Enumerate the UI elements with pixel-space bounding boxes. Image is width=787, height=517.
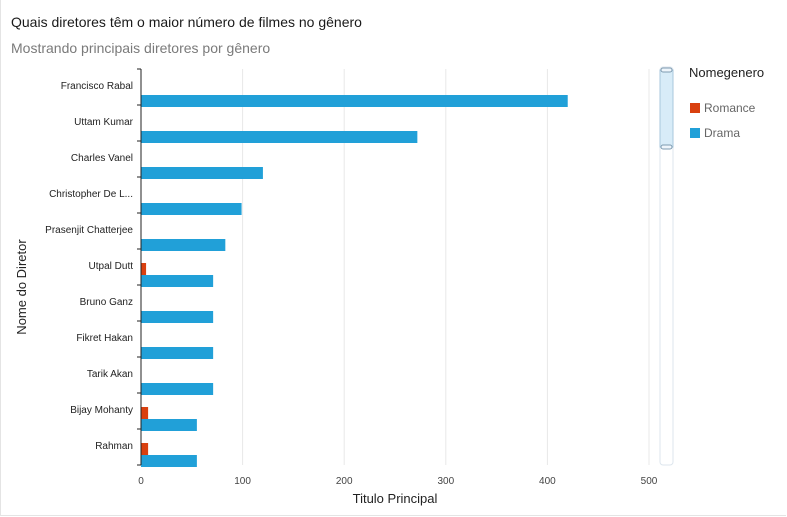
bars [141, 95, 568, 467]
bar-drama-6[interactable] [141, 311, 214, 323]
x-tick-label: 500 [641, 476, 658, 487]
bar-drama-3[interactable] [141, 203, 242, 215]
x-axis-title: Titulo Principal [353, 491, 438, 506]
bar-drama-0[interactable] [141, 95, 568, 107]
y-axis-title: Nome do Diretor [14, 239, 29, 335]
y-tick-label: Utpal Dutt [89, 261, 134, 272]
bar-romance-5[interactable] [141, 263, 147, 275]
y-tick-label: Bruno Ganz [80, 297, 133, 308]
grid-lines [242, 69, 650, 465]
scrollbar-track[interactable] [659, 66, 674, 466]
x-tick-label: 100 [234, 476, 251, 487]
bar-drama-8[interactable] [141, 383, 214, 395]
legend-label-romance: Romance [704, 101, 756, 115]
scrollbar-handle-top[interactable] [660, 67, 673, 73]
y-tick-label: Francisco Rabal [61, 81, 133, 92]
bar-drama-1[interactable] [141, 131, 418, 143]
y-tick-label: Uttam Kumar [74, 117, 134, 128]
legend-swatch-drama [690, 128, 700, 138]
y-tick-label: Bijay Mohanty [70, 405, 133, 416]
legend-title: Nomegenero [689, 65, 764, 80]
scrollbar-thumb[interactable] [659, 69, 674, 148]
y-tick-label: Fikret Hakan [76, 333, 133, 344]
y-tick-label: Prasenjit Chatterjee [45, 225, 133, 236]
axes: 0 100 200 300 400 500 Francisco Rabal Uttam Kum… [45, 68, 658, 487]
bar-drama-10[interactable] [141, 455, 197, 467]
legend-label-drama: Drama [704, 126, 740, 140]
bar-romance-10[interactable] [141, 443, 149, 455]
y-tick-label: Rahman [95, 441, 133, 452]
y-tick-label: Christopher De L... [49, 189, 133, 200]
y-tick-label: Tarik Akan [87, 369, 133, 380]
x-tick-label: 300 [437, 476, 454, 487]
legend-scrollbar[interactable] [659, 66, 674, 466]
bar-drama-9[interactable] [141, 419, 197, 431]
bar-romance-9[interactable] [141, 407, 149, 419]
bar-drama-7[interactable] [141, 347, 214, 359]
x-tick-label: 0 [138, 476, 144, 487]
legend-item-drama[interactable]: Drama [690, 126, 740, 140]
chart-subtitle: Mostrando principais diretores por gêner… [11, 40, 271, 56]
y-tick-label: Charles Vanel [71, 153, 133, 164]
chart-title: Quais diretores têm o maior número de fi… [11, 14, 362, 30]
bar-drama-4[interactable] [141, 239, 226, 251]
x-tick-label: 200 [336, 476, 353, 487]
legend: Nomegenero Romance Drama [689, 65, 764, 140]
scrollbar-handle-bottom[interactable] [660, 144, 673, 150]
bar-drama-5[interactable] [141, 275, 214, 287]
legend-item-romance[interactable]: Romance [690, 101, 756, 115]
legend-swatch-romance [690, 103, 700, 113]
bar-drama-2[interactable] [141, 167, 263, 179]
x-tick-label: 400 [539, 476, 556, 487]
